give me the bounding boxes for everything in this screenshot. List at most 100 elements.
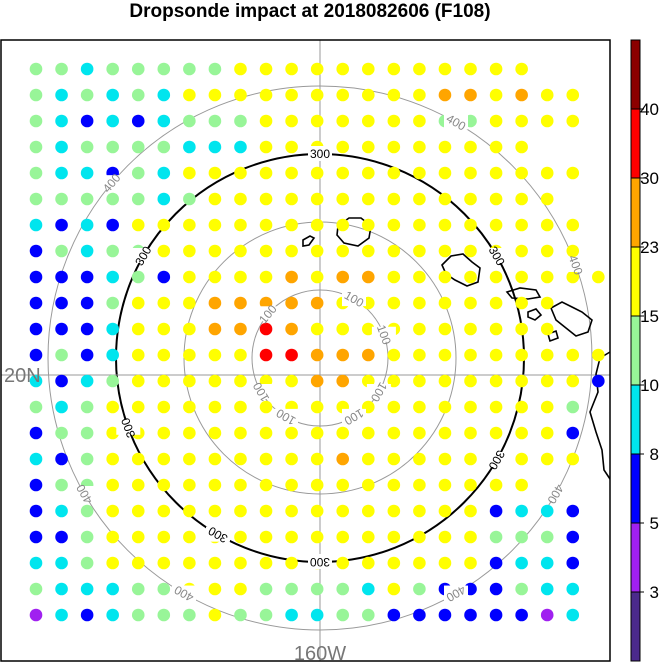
impact-dot [285,582,298,596]
impact-dot [131,582,145,596]
impact-dot [566,504,580,518]
impact-dot [413,504,426,518]
impact-dot [106,530,119,544]
impact-dot [310,608,324,622]
impact-dot [515,400,528,414]
impact-dot [310,582,324,596]
impact-dot [208,582,222,596]
impact-dot [489,582,503,596]
island-lanai [527,308,543,321]
impact-dot [464,400,477,414]
impact-dot [336,244,350,258]
impact-dot [80,556,94,570]
impact-dot [464,296,477,310]
impact-dot [438,478,452,492]
impact-dot [234,88,247,102]
impact-dot [234,504,247,518]
impact-dot [131,322,145,336]
impact-dot [259,114,273,128]
impact-dot [29,452,43,466]
impact-dot [566,166,580,180]
impact-dot [131,88,145,102]
impact-dot [157,270,171,284]
impact-dot [234,400,247,414]
impact-dot [131,400,145,414]
impact-dot [464,192,477,206]
impact-dot [361,426,375,440]
impact-dot [540,270,554,284]
impact-dot [515,62,528,76]
impact-dot [106,322,119,336]
impact-dot [208,322,222,336]
impact-dot [413,478,426,492]
impact-dot [438,530,452,544]
impact-dot [259,166,273,180]
island-kauai [336,217,372,247]
impact-dot [361,62,375,76]
impact-dot [489,530,503,544]
impact-dot [55,582,68,596]
impact-dot [515,556,528,570]
impact-dot [29,88,43,102]
impact-dot [285,244,298,258]
impact-dot [234,530,247,544]
impact-dot [157,88,171,102]
impact-dot [413,556,426,570]
impact-dot [387,270,401,284]
impact-dot [566,582,580,596]
impact-dot [131,556,145,570]
island-molokai [505,287,542,300]
impact-dot [208,426,222,440]
impact-dot [234,244,247,258]
impact-dot [183,608,196,622]
impact-dot [55,452,68,466]
range-ring-label-bg [342,408,366,424]
impact-dot [183,322,196,336]
impact-dot [438,374,452,388]
impact-dot [55,348,68,362]
impact-dot [55,530,68,544]
impact-dot [29,582,43,596]
impact-dot [489,348,503,362]
range-ring-label-bg [371,326,396,342]
impact-dot [464,452,477,466]
impact-dot [336,452,350,466]
impact-dot [80,244,94,258]
impact-dot [29,114,43,128]
impact-dot [540,504,554,518]
impact-dot [131,114,145,128]
impact-dot [285,504,298,518]
impact-dot [234,452,247,466]
impact-dot [80,88,94,102]
impact-dot [438,218,452,232]
impact-dot [489,88,503,102]
impact-dot [234,556,247,570]
impact-dot [157,192,171,206]
impact-dot [310,374,324,388]
impact-dot [464,244,477,258]
impact-dot [592,374,605,388]
range-ring-label-bg [484,248,509,263]
impact-dot [438,88,452,102]
impact-dot [515,582,528,596]
colorbar-swatch [631,178,640,247]
range-ring-label-bg [484,452,509,467]
impact-dot [310,166,324,180]
impact-dot [106,504,119,518]
impact-dot [29,322,43,336]
impact-dot [387,348,401,362]
impact-dot [336,166,350,180]
impact-dot [106,88,119,102]
impact-dot [183,166,196,180]
impact-dot [183,88,196,102]
impact-dot [438,504,452,518]
map-area: 1001001001001001001003003003003003003003… [1,40,631,661]
impact-dot [540,530,554,544]
impact-dot [259,244,273,258]
impact-dot [540,322,554,336]
impact-dot [55,270,68,284]
impact-dot [55,478,68,492]
impact-dot [310,478,324,492]
impact-dot [618,271,631,284]
chart-title: Dropsonde impact at 2018082606 (F108) [129,1,491,22]
